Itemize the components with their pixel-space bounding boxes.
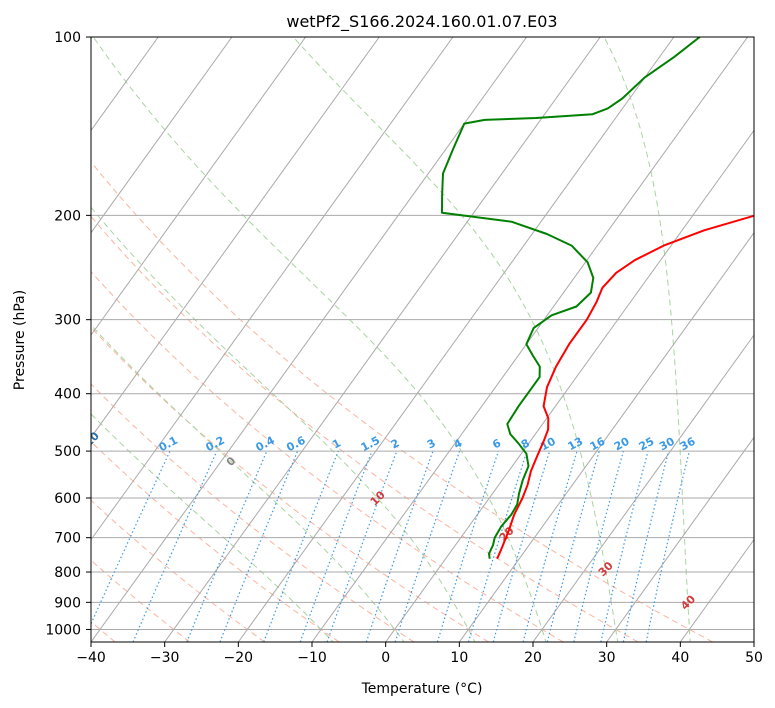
y-tick-label: 100 — [54, 30, 81, 46]
moist-adiabat-label: 40 — [678, 592, 698, 612]
isotherm — [91, 37, 528, 642]
dry-adiabat-label: -10 — [79, 429, 102, 452]
x-tick-label: 40 — [671, 650, 689, 666]
isotherm — [91, 37, 380, 439]
mixing-ratio-label: 16 — [588, 435, 608, 454]
y-tick-label: 600 — [54, 491, 81, 507]
mixing-ratio-label: 1 — [330, 436, 343, 451]
mixing-ratio-line — [522, 450, 578, 642]
isotherm — [606, 436, 754, 642]
isotherm — [753, 641, 754, 642]
mixing-ratio-line — [600, 450, 649, 642]
axes: −40 −30 −20 −10 0 10 20 30 40 5010020030040050060… — [45, 30, 763, 666]
mixing-ratio-label: 8 — [519, 436, 532, 451]
mixing-ratio-line — [467, 450, 528, 642]
mixing-ratio-label: 25 — [637, 435, 657, 454]
mixing-ratio-line — [132, 450, 218, 642]
y-tick-label: 800 — [54, 565, 81, 581]
mixing-ratio-label: 4 — [452, 436, 465, 451]
mixing-ratio-line — [622, 450, 670, 642]
x-tick-label: 30 — [598, 650, 616, 666]
mixing-ratio-line — [263, 450, 339, 642]
y-tick-label: 400 — [54, 387, 81, 403]
mixing-ratio-line — [219, 450, 299, 642]
y-tick-label: 500 — [54, 444, 81, 460]
isotherm — [458, 231, 754, 642]
y-tick-label: 200 — [54, 208, 81, 224]
chart-title: wetPf2_S166.2024.160.01.07.E03 — [286, 12, 557, 32]
x-tick-label: 0 — [381, 650, 390, 666]
moist-adiabat — [92, 37, 547, 642]
mixing-ratio-line — [91, 450, 171, 626]
isotherm — [679, 538, 754, 642]
mixing-ratio-line — [326, 450, 398, 642]
plot-area: 0.10.20.40.611.52346810131620253036-100-… — [0, 37, 754, 642]
mixing-ratio-line — [573, 450, 624, 642]
mixing-ratio-line — [394, 450, 461, 642]
mixing-ratio-line — [436, 450, 499, 642]
mixing-ratio-line — [546, 450, 600, 642]
isotherm — [0, 37, 11, 642]
isotherm — [385, 129, 754, 642]
x-tick-label: 20 — [524, 650, 542, 666]
isotherm — [164, 37, 601, 642]
dry-adiabat — [91, 499, 265, 642]
mixing-ratio-label: 30 — [657, 435, 677, 454]
isotherm — [91, 37, 307, 336]
isotherm — [311, 37, 749, 642]
mixing-ratio-line — [299, 450, 373, 642]
isotherm — [91, 37, 454, 541]
moist-adiabat-label: 10 — [368, 488, 388, 508]
dry-adiabat — [91, 326, 489, 642]
plot-frame — [90, 36, 755, 643]
mixing-ratio-label: 36 — [678, 435, 698, 454]
moist-adiabat — [91, 206, 476, 642]
y-tick-label: 900 — [54, 595, 81, 611]
mixing-ratio-label: 6 — [490, 436, 503, 451]
y-tick-label: 300 — [54, 313, 81, 329]
mixing-ratio-line — [492, 450, 551, 642]
mixing-ratio-label: 10 — [538, 435, 558, 454]
dry-adiabat — [91, 270, 564, 642]
mixing-ratio-label: 3 — [425, 436, 438, 451]
mixing-ratio-label: 2 — [389, 436, 402, 451]
x-tick-label: −20 — [224, 650, 254, 666]
x-tick-label: −10 — [297, 650, 327, 666]
x-tick-label: −40 — [76, 650, 106, 666]
y-axis-label: Pressure (hPa) — [12, 290, 28, 390]
mixing-ratio-label: 13 — [566, 435, 586, 454]
mixing-ratio-label: 20 — [612, 435, 632, 454]
x-tick-label: 10 — [450, 650, 468, 666]
dry-adiabat — [91, 215, 639, 642]
mixing-ratio-line — [365, 450, 434, 642]
moist-adiabat-label: 0 — [224, 454, 239, 469]
mixing-ratio-line — [645, 450, 690, 642]
moist-adiabat-label: 30 — [596, 559, 616, 579]
dry-adiabat — [91, 161, 713, 642]
x-tick-label: 50 — [745, 650, 763, 666]
x-axis-label: Temperature (°C) — [361, 681, 483, 697]
moist-adiabat — [91, 324, 405, 642]
x-tick-label: −30 — [150, 650, 180, 666]
isotherm — [91, 37, 233, 234]
temperature-trace — [496, 214, 754, 560]
moist-adiabat — [603, 37, 691, 642]
isotherm — [532, 334, 754, 642]
dewpoint-trace — [441, 37, 701, 559]
dry-adiabat-label: -20 — [0, 395, 11, 418]
isotherm — [237, 37, 675, 642]
dry-adiabat — [91, 440, 340, 642]
y-tick-label: 1000 — [45, 622, 81, 638]
y-tick-label: 700 — [54, 531, 81, 547]
mixing-ratio-line — [186, 450, 268, 642]
moist-adiabat — [91, 413, 334, 642]
